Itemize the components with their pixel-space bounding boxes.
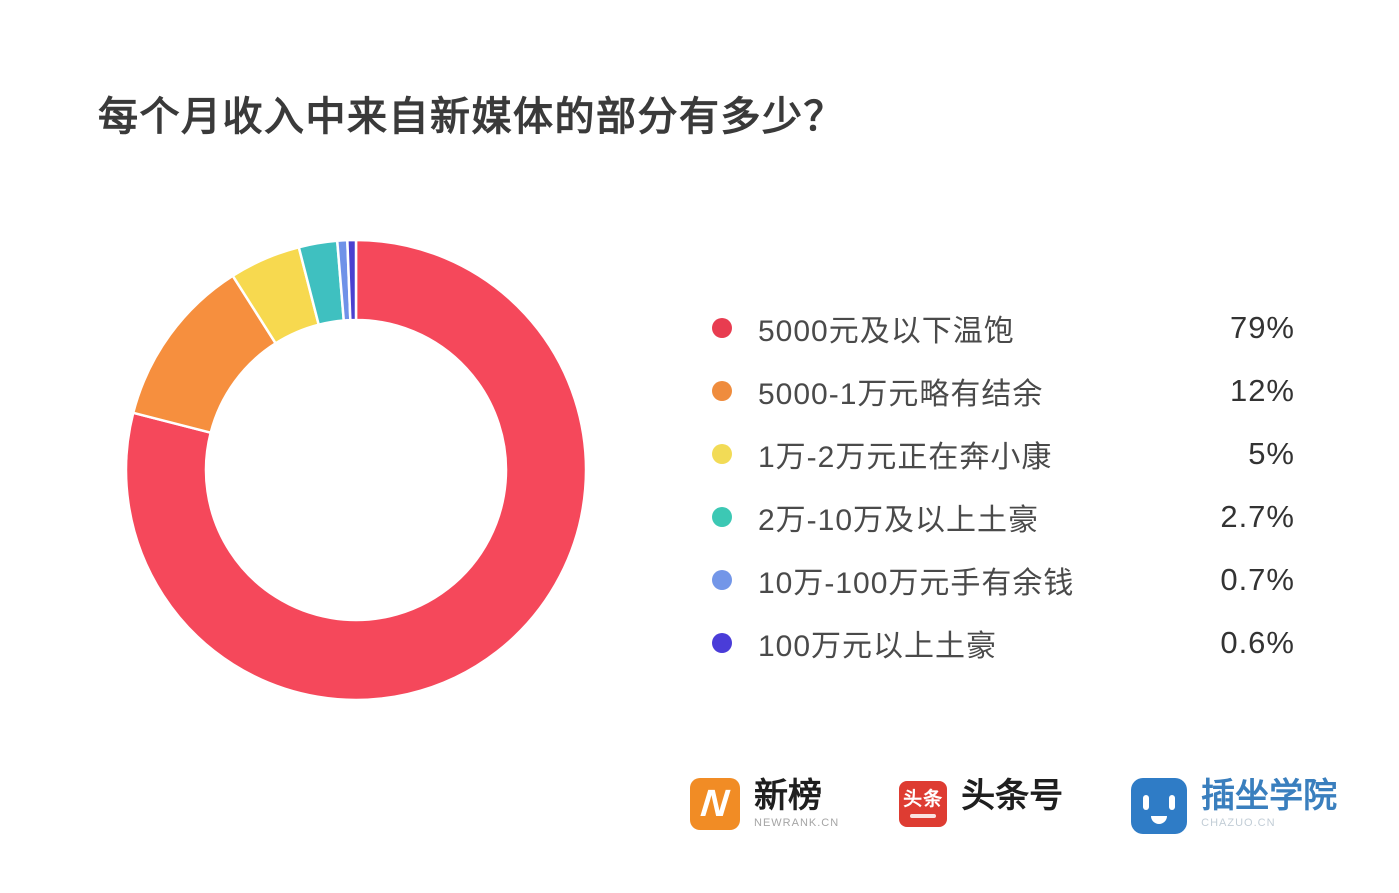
legend-dot-icon [712,569,732,590]
donut-segment-5 [346,238,358,322]
brand-title-chazuo: 插坐学院 [1201,777,1338,815]
donut-chart [124,238,588,702]
legend-item: 5000-1万元略有结余 12% [712,359,1295,422]
legend-dot-icon [712,380,732,401]
legend-value: 2.7% [1220,498,1295,534]
legend-label: 10万-100万元手有余钱 [758,566,1075,600]
legend-item: 5000元及以下温饱 79% [712,296,1295,359]
legend-item: 100万元以上土豪 0.6% [712,611,1295,674]
newrank-n-icon: N [690,778,740,830]
donut-segment-0 [124,238,588,702]
legend-value: 0.7% [1220,561,1295,597]
brand-title-toutiao: 头条号 [961,777,1064,815]
brand-chazuo: 插坐学院 CHAZUO.CN [1131,777,1338,834]
legend-item: 1万-2万元正在奔小康 5% [712,422,1295,485]
page-title: 每个月收入中来自新媒体的部分有多少？ [98,95,845,139]
toutiao-badge-icon: 头条 [899,781,948,827]
brand-subtitle-chazuo: CHAZUO.CN [1201,817,1276,830]
legend-label: 100万元以上土豪 [758,629,998,663]
legend-label: 2万-10万及以上土豪 [758,503,1040,537]
chazuo-eye-left [1143,795,1150,810]
donut-chart-svg [124,238,588,702]
legend-label: 5000元及以下温饱 [758,314,1015,348]
legend-dot-icon [712,317,732,338]
newrank-n-glyph: N [699,783,731,825]
brand-subtitle-newrank: NEWRANK.CN [754,817,840,830]
brand-newrank: N 新榜 NEWRANK.CN [690,777,840,830]
legend-label: 1万-2万元正在奔小康 [758,440,1053,474]
legend-value: 0.6% [1220,624,1295,660]
legend-label: 5000-1万元略有结余 [758,377,1044,411]
legend-value: 5% [1248,435,1295,471]
toutiao-badge-bar [910,814,937,818]
legend-value: 79% [1229,309,1295,345]
legend-dot-icon [712,632,732,653]
chazuo-face-icon [1131,778,1188,834]
legend-dot-icon [712,506,732,527]
brand-toutiao: 头条 头条号 [899,777,1064,827]
chart-legend: 5000元及以下温饱 79% 5000-1万元略有结余 12% 1万-2万元正在… [712,296,1295,674]
brand-footer: N 新榜 NEWRANK.CN 头条 头条号 插坐学院 [690,777,1338,834]
legend-value: 12% [1229,372,1295,408]
legend-item: 2万-10万及以上土豪 2.7% [712,485,1295,548]
legend-item: 10万-100万元手有余钱 0.7% [712,548,1295,611]
toutiao-badge-text: 头条 [903,789,944,810]
brand-title-newrank: 新榜 [754,777,822,815]
chazuo-eye-right [1169,795,1176,810]
legend-dot-icon [712,443,732,464]
chazuo-mouth [1151,816,1168,824]
